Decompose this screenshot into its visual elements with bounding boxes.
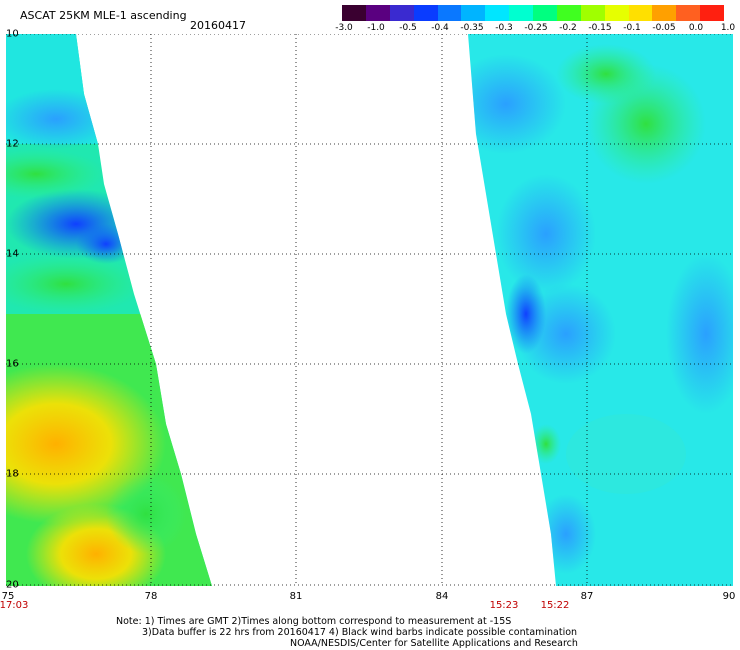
time-label-mid: 15:23 [489,600,519,611]
lat-label-12: 12 [6,138,19,150]
lat-label-18: 18 [6,468,19,480]
map-plot-area [6,33,733,586]
note-line-2: 3)Data buffer is 22 hrs from 20160417 4)… [142,627,578,638]
lat-label-14: 14 [6,248,19,260]
colorbar-tick-label: 1.0 [720,23,736,33]
right-swath [468,34,733,586]
lon-label-78: 78 [144,591,158,602]
colorbar-tick-label: -0.25 [524,23,548,33]
lat-label-10: 10 [6,28,19,40]
colorbar-segment [604,5,629,21]
colorbar-tick-label: 0.0 [688,23,704,33]
colorbar-tick-label: -3.0 [335,23,353,33]
lat-label-16: 16 [6,358,19,370]
colorbar-tick-label: -0.3 [495,23,513,33]
left-swath [6,34,212,586]
colorbar-segment [389,5,414,21]
lon-label-81: 81 [289,591,303,602]
colorbar-segment [580,5,605,21]
lat-label-20: 20 [6,579,19,591]
lon-label-75: 75 [1,591,15,602]
map-date: 20160417 [190,19,246,32]
colorbar-tick-label: -0.2 [559,23,577,33]
colorbar-segment [509,5,533,21]
colorbar-segment [365,5,390,21]
map-title: ASCAT 25KM MLE-1 ascending [20,9,187,22]
colorbar-tick-label: -0.1 [623,23,641,33]
colorbar-tick-label: -0.15 [588,23,612,33]
colorbar-segment [342,5,366,21]
colorbar [342,5,724,21]
colorbar-segment [676,5,701,21]
colorbar-segment [700,5,724,21]
time-label-right: 15:22 [540,600,570,611]
colorbar-segment [628,5,653,21]
colorbar-tick-label: -0.35 [460,23,484,33]
colorbar-labels: -3.0 -1.0 -0.5 -0.4 -0.35 -0.3 -0.25 -0.2 -0.15 -… [330,23,740,37]
colorbar-segment [461,5,486,21]
colorbar-tick-label: -0.5 [399,23,417,33]
grid-lines [6,33,733,586]
note-line-1: Note: 1) Times are GMT 2)Times along bot… [116,616,512,627]
colorbar-tick-label: -1.0 [367,23,385,33]
colorbar-segment [413,5,438,21]
lon-label-90: 90 [722,591,736,602]
lon-label-84: 84 [435,591,449,602]
colorbar-segment [556,5,581,21]
colorbar-tick-label: -0.05 [652,23,676,33]
lon-label-87: 87 [580,591,594,602]
colorbar-segment [652,5,677,21]
time-label-left: 17:03 [0,600,29,611]
colorbar-segment [533,5,557,21]
colorbar-tick-label: -0.4 [431,23,449,33]
colorbar-segment [437,5,462,21]
colorbar-segment [485,5,510,21]
note-line-3: NOAA/NESDIS/Center for Satellite Applica… [290,638,578,649]
